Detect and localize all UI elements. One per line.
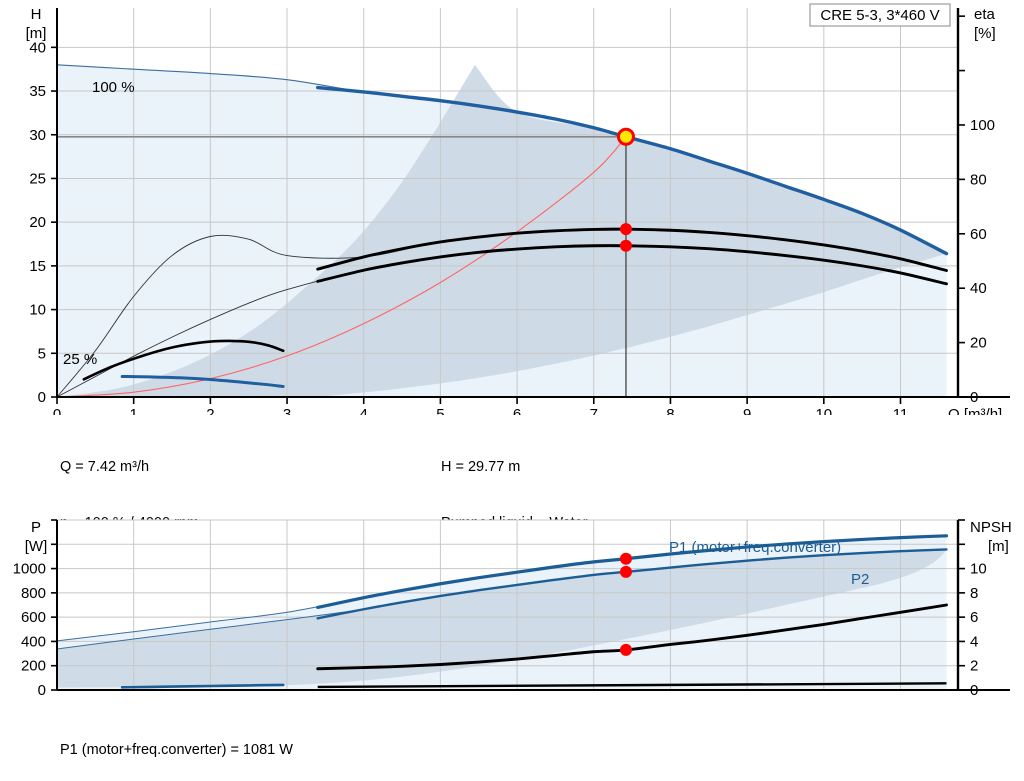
npsh-duty-marker[interactable] xyxy=(619,643,632,656)
x-tick-label-7: 7 xyxy=(590,406,598,415)
y-right-tick-label-3: 6 xyxy=(970,609,978,626)
annotation-speed-25: 25 % xyxy=(63,351,97,368)
p-curve-25 xyxy=(120,683,285,689)
x-tick-label-11: 11 xyxy=(893,406,909,415)
y-left-tick-label-1: 200 xyxy=(21,658,46,675)
y-left-tick-label-1: 5 xyxy=(38,345,46,362)
y-left-tick-label-0: 0 xyxy=(38,389,46,406)
grid-lines xyxy=(56,8,958,398)
head-operating-envelope-fill xyxy=(57,64,947,397)
y-left-axis-unit: [W] xyxy=(25,538,48,555)
y-left-tick-label-3: 600 xyxy=(21,609,46,626)
y-left-tick-label-2: 400 xyxy=(21,633,46,650)
x-tick-label-8: 8 xyxy=(666,406,674,415)
y-right-tick-label-2: 4 xyxy=(970,633,978,650)
y-right-tick-label-4: 8 xyxy=(970,585,978,602)
y-left-tick-label-8: 40 xyxy=(29,39,46,56)
x-tick-label-3: 3 xyxy=(283,406,291,415)
y-left-axis-unit: [m] xyxy=(26,25,47,42)
x-tick-label-2: 2 xyxy=(206,406,214,415)
y-left-tick-label-7: 35 xyxy=(29,83,46,100)
title-box-label: CRE 5-3, 3*460 V xyxy=(820,7,939,24)
y-left-tick-label-5: 25 xyxy=(29,170,46,187)
y-right-tick-label-3: 60 xyxy=(970,226,987,243)
y-left-tick-label-4: 20 xyxy=(29,214,46,231)
y-right-tick-label-1: 2 xyxy=(970,658,978,675)
y-right-tick-label-5: 10 xyxy=(970,561,987,578)
y-left-axis-name: H xyxy=(31,6,42,23)
y-left-tick-label-2: 10 xyxy=(29,302,46,319)
info-bottom-line-0: P1 (motor+freq.converter) = 1081 W xyxy=(60,742,293,758)
x-tick-label-1: 1 xyxy=(130,406,138,415)
duty-point[interactable] xyxy=(616,127,635,146)
y-right-tick-label-5: 100 xyxy=(970,117,995,134)
eta-total-marker[interactable] xyxy=(619,239,632,252)
npsh-low-segment xyxy=(317,682,947,689)
x-tick-label-4: 4 xyxy=(360,406,368,415)
p1-curve-label: P1 (motor+freq.converter) xyxy=(669,539,841,556)
eta-pump-marker[interactable] xyxy=(619,223,632,236)
head-curve-25 xyxy=(120,374,285,389)
x-axis-name: Q [m³/h] xyxy=(948,406,1002,415)
y-right-tick-label-0: 0 xyxy=(970,682,978,699)
info-right-line-0: H = 29.77 m xyxy=(441,459,521,475)
y-right-tick-label-1: 20 xyxy=(970,335,987,352)
x-tick-label-0: 0 xyxy=(53,406,61,415)
title-box xyxy=(809,3,951,27)
y-left-tick-label-5: 1000 xyxy=(13,561,46,578)
info-left-line-0: Q = 7.42 m³/h xyxy=(60,459,150,475)
y-right-axis-unit: [m] xyxy=(988,538,1009,555)
y-left-axis-name: P xyxy=(31,519,41,536)
p2-duty-marker[interactable] xyxy=(619,565,632,578)
p1-duty-marker[interactable] xyxy=(619,552,632,565)
bottom-chart-group: 0 200 400 600 800 1000 P [W] 0 2 4 6 8 10 NPSH [m] P1 (m… xyxy=(13,519,1012,699)
x-tick-label-5: 5 xyxy=(436,406,444,415)
system-red-line xyxy=(56,136,627,398)
y-left-tick-label-4: 800 xyxy=(21,585,46,602)
x-tick-label-9: 9 xyxy=(743,406,751,415)
annotation-speed-100: 100 % xyxy=(92,79,135,96)
power-npsh-chart: 0 200 400 600 800 1000 P [W] 0 2 4 6 8 10 NPSH [m] P1 (m… xyxy=(13,519,1012,699)
y-right-tick-label-0: 0 xyxy=(970,389,978,406)
y-right-axis-name: NPSH xyxy=(970,519,1012,536)
y-right-axis-unit: [%] xyxy=(974,25,996,42)
info-block-bottom: P1 (motor+freq.converter) = 1081 W P2 = … xyxy=(60,704,293,781)
y-left-tick-label-3: 15 xyxy=(29,258,46,275)
y-left-tick-label-0: 0 xyxy=(38,682,46,699)
x-tick-label-10: 10 xyxy=(815,406,832,415)
y-right-axis-name: eta xyxy=(974,6,996,23)
y-right-tick-label-4: 80 xyxy=(970,171,987,188)
p2-curve-label: P2 xyxy=(851,571,869,588)
x-tick-label-6: 6 xyxy=(513,406,521,415)
y-right-tick-label-2: 40 xyxy=(970,280,987,297)
eta-pump-25-curve xyxy=(82,339,285,381)
y-left-tick-label-6: 30 xyxy=(29,127,46,144)
power-operating-envelope-fill xyxy=(57,549,947,688)
